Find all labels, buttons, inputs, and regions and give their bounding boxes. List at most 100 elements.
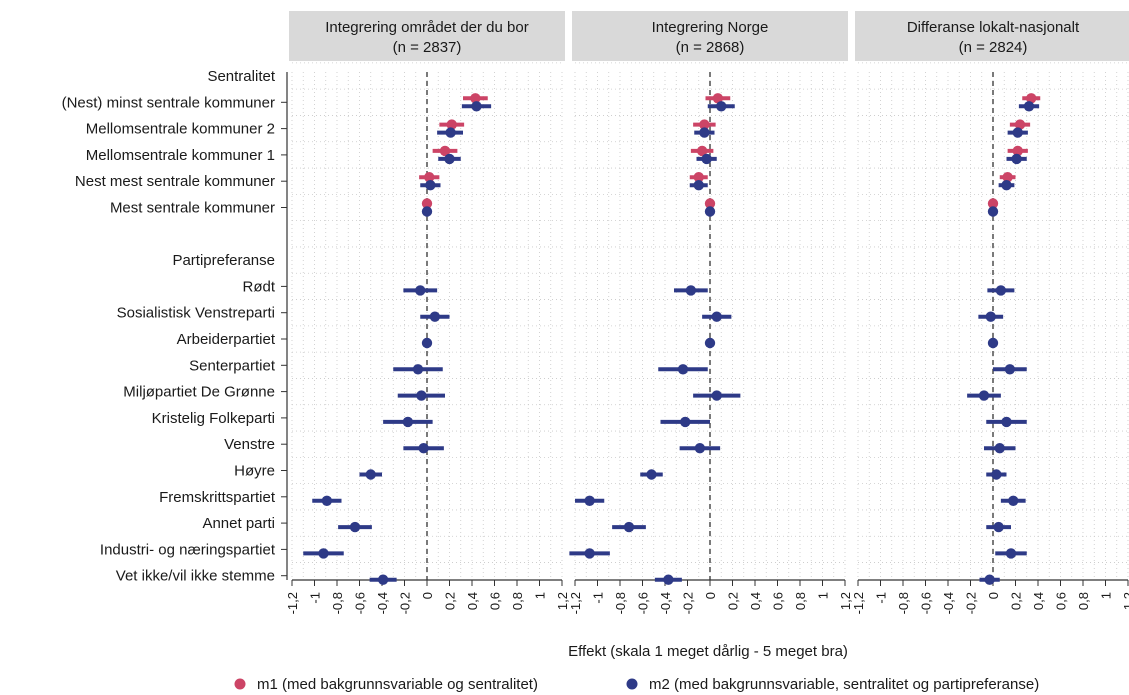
x-tick-label: 1: [533, 592, 548, 599]
m2-point: [993, 521, 1004, 533]
x-tick-label: -0,4: [658, 592, 673, 614]
m1-point: [712, 93, 724, 104]
row-label: Arbeiderpartiet: [177, 331, 276, 348]
m2-point: [415, 285, 426, 296]
m2-point: [694, 443, 706, 454]
x-tick-label: 0: [703, 592, 718, 599]
row-label: Mellomsentrale kommuner 1: [86, 147, 275, 164]
m2-point: [623, 521, 635, 533]
m2-point: [663, 574, 674, 585]
x-tick-label: 0,8: [1076, 592, 1091, 610]
panel-3: Differanse lokalt-nasjonalt (n = 2824) -1,…: [851, 11, 1129, 614]
row-label: Annet parti: [202, 515, 275, 532]
m2-point: [1001, 180, 1012, 191]
m2-point: [693, 180, 704, 191]
x-tick-label: 0: [420, 592, 435, 599]
m1-point: [1026, 93, 1037, 104]
row-label: (Nest) minst sentrale kommuner: [62, 94, 275, 111]
x-tick-label: -1: [308, 592, 323, 604]
x-tick-label: 1: [1099, 592, 1114, 599]
m1-point: [421, 198, 433, 209]
m2-point: [716, 101, 727, 112]
m2-point: [685, 285, 697, 296]
m2-point: [418, 443, 429, 454]
m1-point: [1002, 172, 1013, 183]
m2-point: [704, 206, 716, 217]
row-label: Rødt: [242, 278, 275, 295]
panel-title: Differanse lokalt-nasjonalt: [907, 19, 1080, 36]
m2-point: [680, 416, 691, 428]
row-label: Kristelig Folkeparti: [152, 410, 275, 427]
m2-point: [1004, 364, 1016, 375]
m2-point: [994, 443, 1005, 454]
x-tick-label: -0,2: [398, 592, 413, 614]
m2-point: [711, 311, 722, 322]
x-tick-label: 1: [816, 592, 831, 599]
panel-subtitle: (n = 2837): [393, 39, 462, 56]
x-tick-label: 0,2: [443, 592, 458, 610]
x-tick-label: -0,2: [964, 592, 979, 614]
m1-point: [470, 93, 481, 104]
x-tick-label: -0,6: [636, 592, 651, 614]
x-tick-label: -0,4: [941, 592, 956, 614]
panel-subtitle: (n = 2824): [959, 39, 1028, 56]
legend-marker-m2: [626, 678, 638, 690]
m2-point: [1001, 416, 1012, 428]
m1-point: [704, 198, 716, 209]
m2-point: [677, 364, 689, 375]
x-tick-label: -1,2: [568, 592, 583, 614]
m2-point: [421, 337, 433, 349]
m2-point: [421, 206, 433, 217]
m2-point: [984, 574, 995, 585]
x-tick-label: -0,4: [375, 592, 390, 614]
panel-title-strip: [855, 11, 1129, 61]
row-group-header: Sentralitet: [207, 68, 275, 85]
x-tick-label: -0,8: [896, 592, 911, 614]
panel-title: Integrering Norge: [652, 19, 769, 36]
x-tick-label: 1,2: [1121, 592, 1129, 610]
m2-point: [995, 285, 1007, 296]
m2-point: [429, 311, 441, 322]
row-label: Mellomsentrale kommuner 2: [86, 121, 275, 138]
panel-subtitle: (n = 2868): [676, 39, 745, 56]
m2-point: [471, 101, 482, 112]
x-tick-label: 1,2: [555, 592, 570, 610]
m2-point: [402, 416, 414, 428]
m2-point: [416, 390, 427, 401]
row-label: Vet ikke/vil ikke stemme: [116, 568, 275, 585]
m1-point: [424, 172, 435, 183]
m2-point: [412, 364, 424, 375]
x-tick-label: 0,4: [465, 592, 480, 610]
x-tick-label: -0,8: [330, 592, 345, 614]
x-tick-label: 0: [986, 592, 1001, 599]
x-tick-label: 0,6: [771, 592, 786, 610]
x-axis-label: Effekt (skala 1 meget dårlig - 5 meget b…: [568, 643, 848, 660]
x-tick-label: 0,6: [488, 592, 503, 610]
m2-point: [646, 469, 657, 480]
m2-point: [444, 153, 455, 165]
legend-label-m2: m2 (med bakgrunnsvariable, sentralitet o…: [649, 676, 1039, 693]
x-tick-label: -0,2: [681, 592, 696, 614]
m2-point: [445, 127, 456, 138]
x-tick-label: 1,2: [838, 592, 853, 610]
row-label: Fremskrittspartiet: [159, 489, 276, 506]
x-tick-label: -1,2: [285, 592, 300, 614]
panel-title: Integrering området der du bor: [325, 19, 528, 36]
m2-point: [365, 469, 376, 480]
m2-point: [318, 548, 329, 559]
m2-point: [701, 153, 712, 165]
row-label: Miljøpartiet De Grønne: [123, 384, 275, 401]
legend-marker-m1: [234, 678, 246, 690]
x-tick-label: -1,2: [851, 592, 866, 614]
m2-point: [425, 180, 436, 191]
x-tick-label: 0,8: [510, 592, 525, 610]
row-label: Sosialistisk Venstreparti: [117, 305, 275, 322]
m2-point: [1012, 127, 1023, 138]
m2-point: [711, 390, 722, 401]
m1-point: [439, 145, 451, 157]
m2-point: [704, 337, 716, 349]
m2-point: [987, 337, 999, 349]
m2-point: [1011, 153, 1022, 165]
legend: m1 (med bakgrunnsvariable og sentralitet…: [234, 676, 1039, 693]
